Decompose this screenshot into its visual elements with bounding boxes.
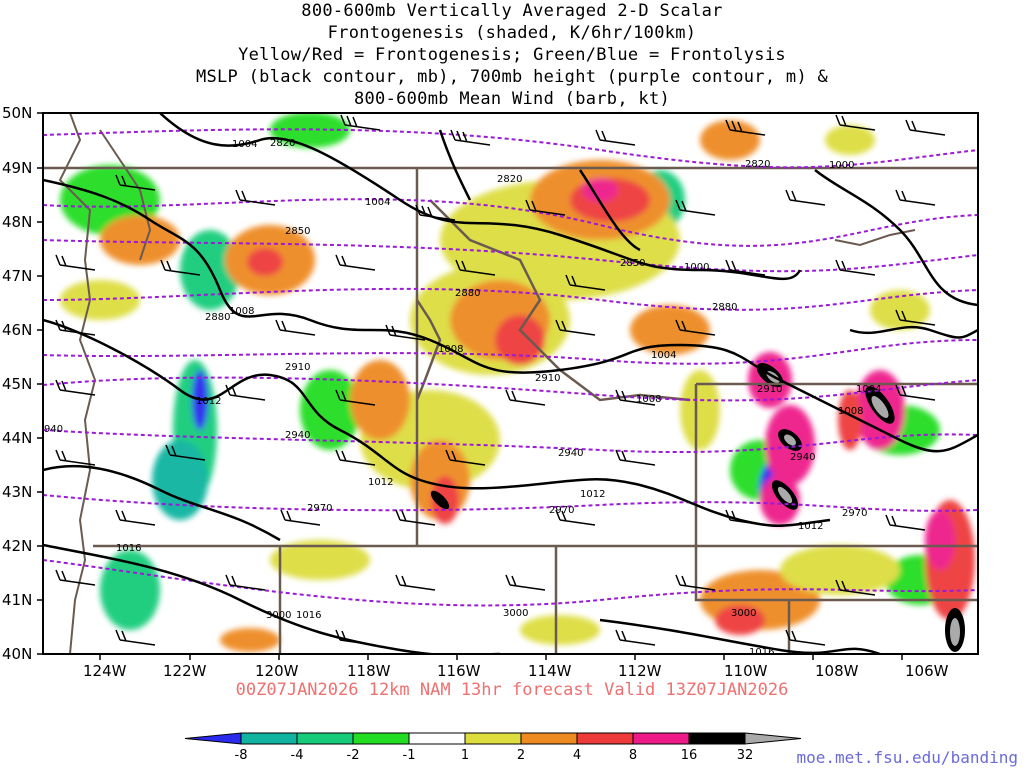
- height-contour-label: 2880: [455, 288, 480, 299]
- latitude-axis: [37, 112, 43, 655]
- mslp-contours: [43, 113, 978, 654]
- lat-label: 43N: [2, 483, 32, 501]
- map-title: 800-600mb Vertically Averaged 2-D Scalar…: [0, 0, 1024, 110]
- lat-label: 49N: [2, 159, 32, 177]
- pressure-contour-label: 1008: [229, 306, 254, 317]
- pressure-contour-labels: 1004 1004 1000 1000 1008 1008 1004 1012 …: [116, 139, 881, 658]
- pressure-contour-label: 1008: [636, 394, 661, 405]
- height-contour-label: 2970: [307, 503, 332, 514]
- state-borders: [43, 166, 978, 654]
- pressure-contour-label: 1016: [296, 610, 321, 621]
- height-contour-label: 2940: [790, 452, 815, 463]
- pressure-contour-label: 1004: [232, 139, 257, 150]
- colorbar-label: 2: [517, 748, 525, 763]
- height-contour-label: 2940: [558, 448, 583, 459]
- pressure-contour-label: 1012: [196, 396, 221, 407]
- lat-label: 42N: [2, 537, 32, 555]
- valid-time-text: 00Z07JAN2026 12km NAM 13hr forecast Vali…: [235, 680, 789, 700]
- colorbar-label: 32: [737, 748, 754, 763]
- pressure-contour-label: 1016: [116, 543, 141, 554]
- title-line: MSLP (black contour, mb), 700mb height (…: [195, 67, 829, 87]
- title-line: Frontogenesis (shaded, K/6hr/100km): [327, 23, 697, 43]
- pressure-contour-label: 1000: [829, 160, 854, 171]
- lon-label: 114W: [528, 662, 572, 680]
- colorbar-segment: [184, 732, 242, 745]
- height-contour-label: 2970: [549, 505, 574, 516]
- colorbar-segment: [408, 732, 466, 745]
- colorbar-label: 1: [461, 748, 469, 763]
- colorbar-segment: [520, 732, 578, 745]
- pressure-contour-label: 1012: [368, 477, 393, 488]
- height-contour-label: 2970: [842, 508, 867, 519]
- latitude-labels: 50N 49N 48N 47N 46N 45N 44N 43N 42N 41N …: [2, 104, 32, 663]
- lat-label: 50N: [2, 104, 32, 122]
- colorbar-segment: [744, 732, 802, 745]
- lat-label: 40N: [2, 645, 32, 663]
- source-credit: moe.met.fsu.edu/banding: [796, 748, 1018, 767]
- lon-label: 108W: [815, 662, 859, 680]
- lon-label: 112W: [618, 662, 662, 680]
- colorbar-segment: [240, 732, 298, 745]
- colorbar-label: 8: [629, 748, 637, 763]
- colorbar-label: -8: [235, 748, 248, 763]
- pressure-contour-label: 1008: [838, 406, 863, 417]
- height-contour-labels: 2820 2820 2820 2850 2850 2880 2880 2880 …: [44, 138, 867, 621]
- pressure-contour-label: 1016: [749, 647, 774, 658]
- colorbar-segment: [632, 732, 690, 745]
- height-contour-label: 2850: [620, 258, 645, 269]
- height-contour-label: 3000: [503, 608, 528, 619]
- colorbar-segment: [688, 732, 746, 745]
- height-contour-label: 3000: [731, 608, 756, 619]
- lat-label: 47N: [2, 267, 32, 285]
- height-contour-label: 2820: [745, 159, 770, 170]
- height-contour-label: 2880: [712, 302, 737, 313]
- colorbar-label: -1: [403, 748, 416, 763]
- lon-label: 124W: [83, 662, 127, 680]
- height-contour-label: 2910: [285, 362, 310, 373]
- colorbar-label: 16: [681, 748, 698, 763]
- height-contour-label: 2850: [285, 226, 310, 237]
- title-line: 800-600mb Mean Wind (barb, kt): [353, 89, 671, 109]
- pressure-contour-label: 1008: [438, 344, 463, 355]
- height-contour-label: 2880: [205, 312, 230, 323]
- longitude-axis: [99, 654, 903, 660]
- height-contour-label: 2940: [285, 430, 310, 441]
- height-contour-label: 2820: [270, 138, 295, 149]
- lat-label: 44N: [2, 429, 32, 447]
- longitude-labels: 124W 122W 120W 118W 116W 114W 112W 110W …: [83, 662, 949, 680]
- lon-label: 106W: [905, 662, 949, 680]
- height-contour-label: 2910: [757, 384, 782, 395]
- lon-label: 118W: [347, 662, 391, 680]
- colorbar-segment: [576, 732, 634, 745]
- lon-label: 110W: [724, 662, 768, 680]
- pressure-contour-label: 1004: [856, 384, 881, 395]
- lat-label: 48N: [2, 213, 32, 231]
- pressure-contour-label: 1004: [651, 350, 676, 361]
- pressure-contour-label: 1012: [580, 489, 605, 500]
- colorbar-segment: [352, 732, 410, 745]
- pressure-contour-label: 1012: [798, 521, 823, 532]
- lon-label: 116W: [437, 662, 481, 680]
- colorbar-label: 4: [573, 748, 581, 763]
- wind-barbs: [55, 114, 946, 646]
- pressure-contour-label: 1000: [684, 262, 709, 273]
- lat-label: 46N: [2, 321, 32, 339]
- colorbar-label: -2: [347, 748, 360, 763]
- title-line: Yellow/Red = Frontogenesis; Green/Blue =…: [238, 45, 786, 65]
- pressure-contour-label: 1004: [365, 197, 390, 208]
- height-contour-label: 2820: [497, 174, 522, 185]
- colorbar-label: -4: [291, 748, 304, 763]
- lon-label: 122W: [163, 662, 207, 680]
- lat-label: 45N: [2, 375, 32, 393]
- colorbar-segment: [296, 732, 354, 745]
- lat-label: 41N: [2, 591, 32, 609]
- height-contour-label: 940: [44, 424, 63, 435]
- title-line: 800-600mb Vertically Averaged 2-D Scalar: [301, 1, 723, 21]
- height-contour-label: 3000: [266, 610, 291, 621]
- height-contour-label: 2910: [535, 373, 560, 384]
- colorbar: -8 -4 -2 -1 1 2 4 8 16 32: [184, 732, 802, 763]
- lon-label: 120W: [255, 662, 299, 680]
- colorbar-segment: [464, 732, 522, 745]
